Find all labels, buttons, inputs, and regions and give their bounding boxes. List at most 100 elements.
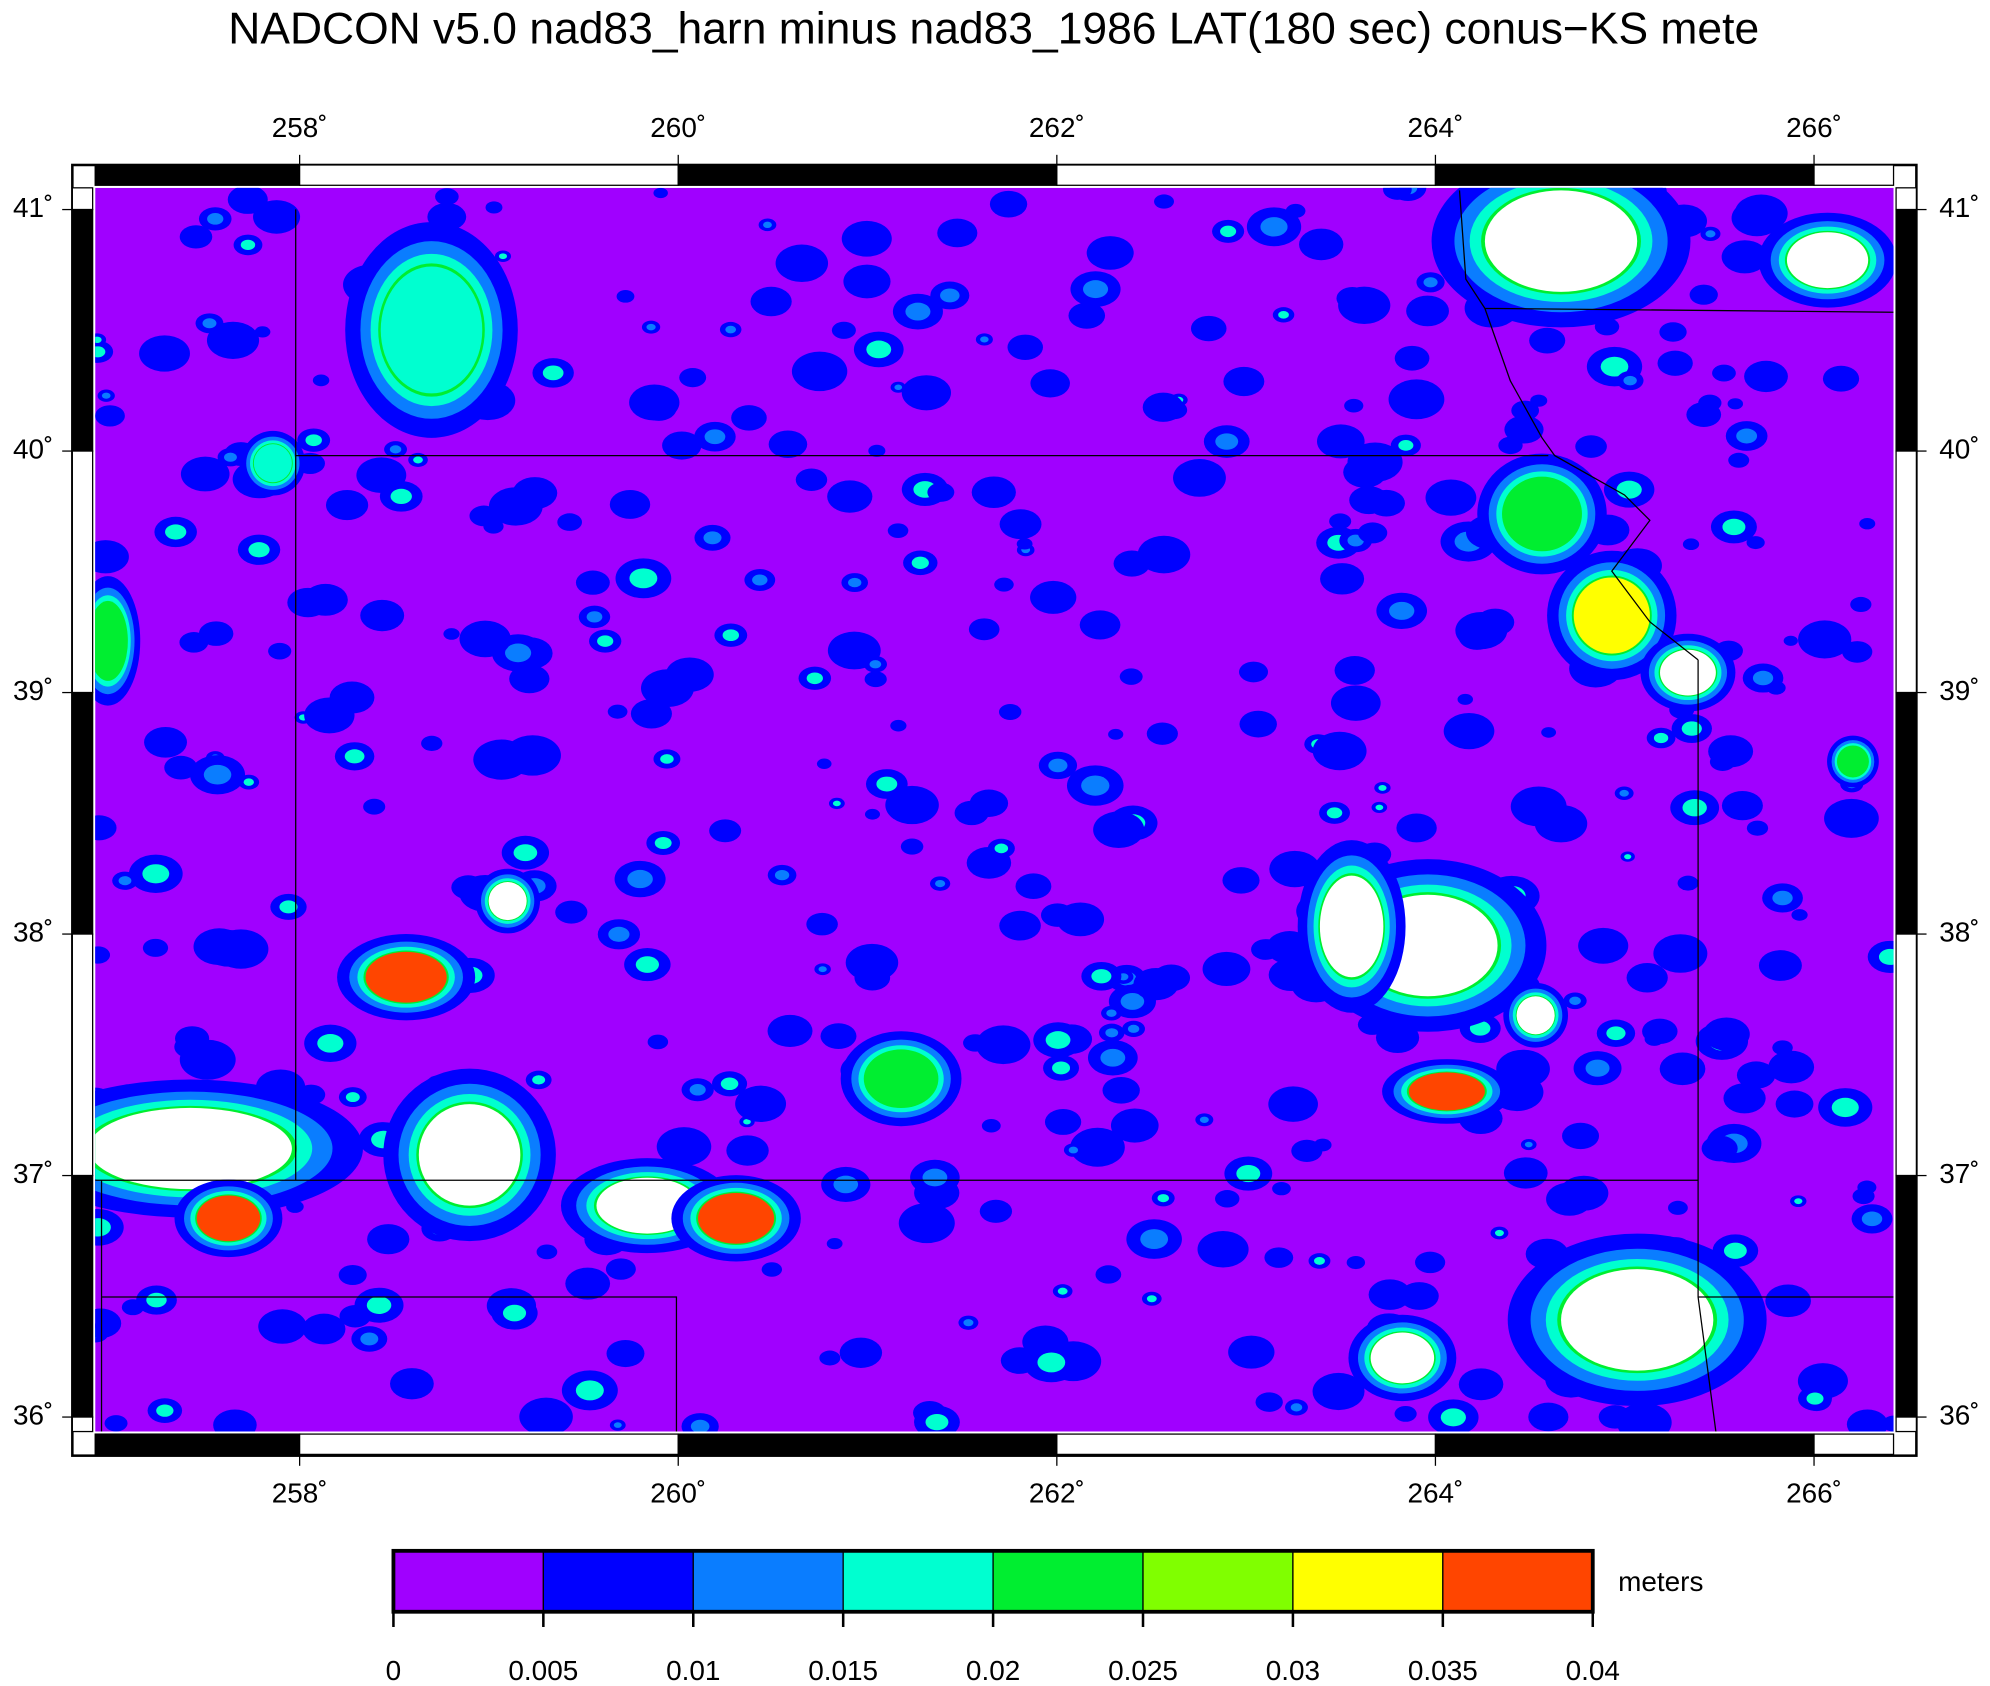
field-speck — [203, 764, 232, 785]
field-speck — [922, 1168, 948, 1187]
field-speck — [367, 1224, 410, 1255]
field-speck — [1016, 538, 1033, 550]
field-speck — [1037, 1352, 1066, 1373]
field-speck — [999, 910, 1041, 941]
field-speck — [1575, 435, 1607, 458]
field-speck — [435, 188, 459, 206]
field-speck — [532, 1075, 546, 1085]
field-speck — [95, 346, 106, 358]
field-speck — [833, 1175, 859, 1194]
colorbar-segment — [1442, 1550, 1594, 1613]
map-title: NADCON v5.0 nad83_harn minus nad83_1986 … — [228, 4, 1759, 53]
field-speck — [1644, 1032, 1664, 1046]
field-speck — [1511, 400, 1540, 421]
field-speck — [1152, 964, 1191, 992]
field-speck — [206, 321, 260, 359]
field-speck — [864, 808, 881, 820]
field-speck — [338, 1264, 367, 1286]
field-speck — [1529, 327, 1566, 354]
field-speck — [253, 200, 301, 234]
frame-segment — [71, 450, 94, 694]
y-tick-label: 38˚ — [13, 916, 53, 947]
field-speck — [1154, 194, 1174, 209]
field-speck — [1238, 661, 1269, 683]
field-speck — [1659, 322, 1687, 342]
field-speck — [876, 776, 898, 792]
colorbar-tick-label: 0.02 — [966, 1655, 1020, 1686]
field-speck — [202, 318, 217, 329]
field-speck — [536, 1244, 558, 1260]
field-speck — [165, 524, 187, 540]
field-speck — [1272, 1181, 1291, 1196]
field-speck — [142, 938, 169, 957]
field-speck — [1744, 360, 1788, 393]
field-speck — [305, 434, 322, 447]
x-tick-label: 262˚ — [1029, 112, 1085, 143]
field-speck — [911, 556, 929, 569]
field-blob — [1503, 478, 1581, 550]
field-speck — [213, 929, 269, 969]
field-speck — [513, 844, 538, 862]
field-speck — [743, 1118, 751, 1125]
y-tick-label: 39˚ — [1939, 675, 1979, 706]
field-speck — [1110, 1108, 1159, 1143]
field-speck — [1268, 1086, 1318, 1122]
field-speck — [473, 739, 530, 780]
field-speck — [791, 351, 848, 392]
field-speck — [704, 429, 726, 445]
field-speck — [1728, 452, 1750, 468]
field-speck — [1623, 375, 1637, 386]
x-tick-label: 258˚ — [272, 112, 328, 143]
colorbar-unit: meters — [1618, 1566, 1703, 1597]
field-speck — [869, 660, 882, 669]
field-speck — [1091, 969, 1112, 984]
x-tick-label: 260˚ — [650, 112, 706, 143]
field-speck — [118, 876, 132, 886]
frame-segment — [1813, 164, 1895, 186]
field-speck — [1822, 365, 1860, 392]
field-speck — [179, 1039, 236, 1080]
frame-segment — [677, 1433, 1058, 1456]
field-speck — [1100, 1048, 1126, 1067]
y-tick-label: 36˚ — [13, 1399, 53, 1430]
field-speck — [1368, 1279, 1412, 1310]
frame-segment — [1895, 208, 1918, 452]
field-speck — [1081, 775, 1110, 796]
field-speck — [832, 800, 841, 807]
field-speck — [1689, 284, 1718, 305]
field-speck — [469, 505, 499, 527]
field-speck — [994, 577, 1014, 592]
field-speck — [1559, 1175, 1609, 1211]
field-speck — [774, 869, 790, 881]
field-speck — [139, 335, 190, 372]
field-speck — [1600, 356, 1629, 377]
field-speck — [542, 365, 564, 381]
field-speck — [1686, 402, 1722, 428]
field-speck — [279, 900, 298, 914]
field-speck — [1721, 240, 1769, 274]
field-speck — [767, 1014, 813, 1048]
y-tick-label: 41˚ — [1939, 192, 1979, 223]
field-blob — [1408, 1072, 1485, 1111]
field-speck — [1723, 1083, 1766, 1114]
field-speck — [1616, 1402, 1672, 1432]
field-speck — [1220, 225, 1237, 238]
field-speck — [1736, 428, 1758, 444]
frame-segment — [1895, 450, 1918, 694]
field-speck — [1562, 1122, 1600, 1150]
field-speck — [1146, 1295, 1157, 1303]
field-speck — [243, 778, 254, 786]
field-speck — [1569, 996, 1581, 1005]
field-blob — [380, 266, 483, 394]
field-speck — [1722, 518, 1746, 536]
field-speck — [1653, 732, 1669, 744]
field-speck — [1606, 1026, 1626, 1041]
field-speck — [971, 476, 1016, 509]
field-speck — [1346, 1255, 1366, 1270]
field-speck — [344, 749, 365, 764]
field-speck — [345, 1092, 360, 1103]
field-speck — [317, 1033, 344, 1053]
field-speck — [1682, 798, 1707, 817]
field-speck — [488, 487, 543, 526]
